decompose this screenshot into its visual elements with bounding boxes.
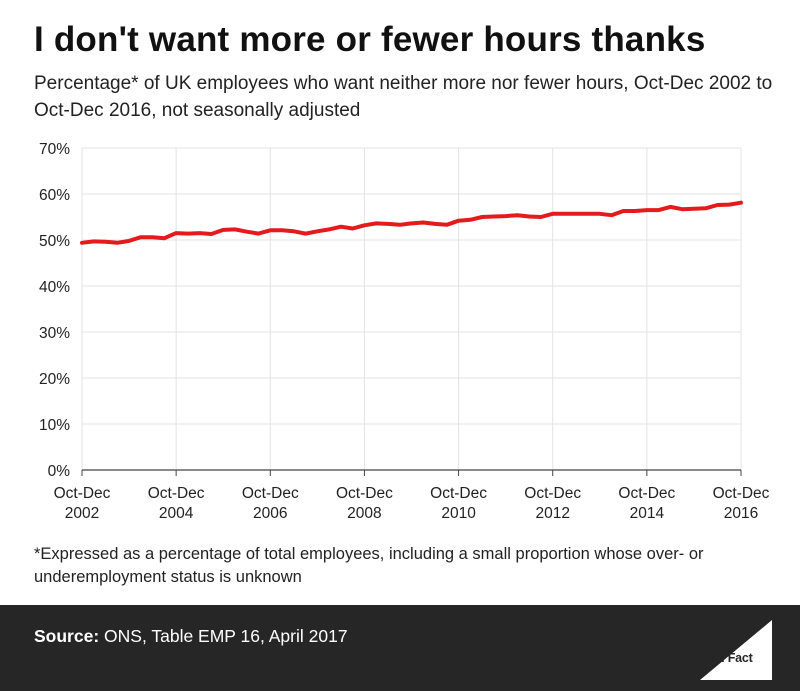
series-layer (80, 200, 743, 245)
x-tick-label: Oct-Dec 2012 (524, 485, 581, 522)
y-tick-label: 50% (39, 233, 70, 250)
y-tick-label: 0% (48, 463, 71, 480)
x-tick-label: Oct-Dec 2004 (148, 485, 205, 522)
line-chart: 0%10%20%30%40%50%60%70% Oct-Dec 2002Oct-D… (39, 141, 770, 522)
x-tick-label: Oct-Dec 2006 (242, 485, 299, 522)
source-line: Source: ONS, Table EMP 16, April 2017 (34, 626, 348, 647)
source-text: ONS, Table EMP 16, April 2017 (104, 626, 348, 646)
chart-title: I don't want more or fewer hours thanks (34, 20, 706, 59)
y-tick-label: 20% (39, 371, 70, 388)
full-fact-logo-icon (700, 620, 772, 680)
source-label: Source: (34, 626, 100, 646)
y-tick-label: 40% (39, 279, 70, 296)
gridlines (81, 147, 742, 470)
y-tick-label: 70% (39, 141, 70, 158)
x-tick-label: Oct-Dec 2016 (713, 485, 770, 522)
x-axis: Oct-Dec 2002 Oct-Dec 2004 Oct-Dec 2006 Oct-Dec… (54, 469, 770, 522)
logo-text: Full Fact (703, 651, 753, 665)
x-tick-label: Oct-Dec 2010 (430, 485, 487, 522)
chart-subtitle: Percentage* of UK employees who want nei… (34, 73, 773, 121)
y-tick-label: 30% (39, 325, 70, 342)
y-tick-label: 10% (39, 417, 70, 434)
y-axis: 0% 10% 20% 30% 40% 50% 60% 70% (39, 141, 70, 480)
x-tick-label: Oct-Dec 2014 (618, 485, 675, 522)
series-line (80, 200, 743, 245)
x-tick-label: Oct-Dec 2002 (54, 485, 111, 522)
x-tick-label: Oct-Dec 2008 (336, 485, 393, 522)
footer-bar: Source: ONS, Table EMP 16, April 2017 Fu… (0, 605, 800, 691)
footnote: *Expressed as a percentage of total empl… (34, 545, 704, 586)
y-tick-label: 60% (39, 187, 70, 204)
